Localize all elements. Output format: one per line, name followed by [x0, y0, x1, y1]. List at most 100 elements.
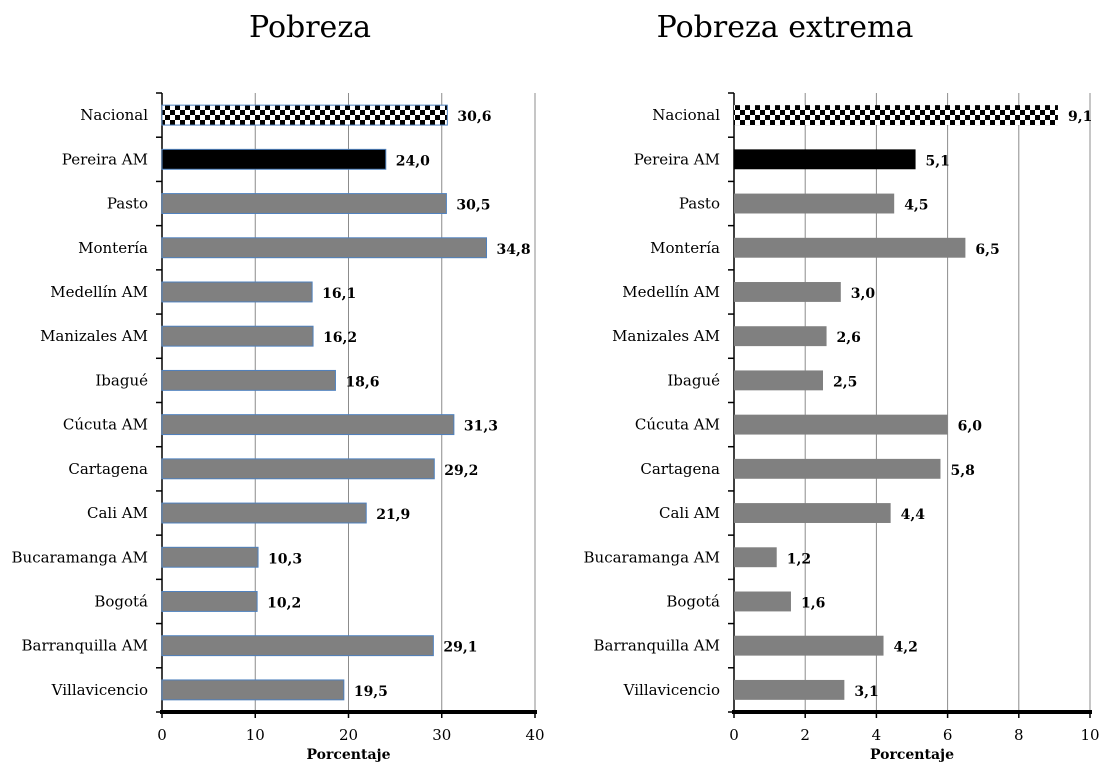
bar: [161, 414, 455, 436]
category-label: Pasto: [107, 195, 148, 213]
category-label: Manizales AM: [40, 327, 148, 345]
value-label: 1,6: [801, 595, 825, 611]
category-label: Bucaramanga AM: [12, 548, 148, 566]
bar: [734, 237, 966, 258]
value-label: 10,3: [268, 551, 302, 567]
category-label: Medellín AM: [50, 283, 148, 301]
category-label: Nacional: [80, 106, 148, 124]
bar: [161, 458, 435, 480]
bar: [161, 193, 447, 214]
x-tick-label: 4: [872, 726, 882, 744]
bar: [734, 414, 948, 435]
bar: [734, 591, 791, 612]
value-label: 4,4: [901, 507, 926, 523]
bar: [734, 149, 916, 170]
chart-pobreza-extrema: 0 2 4 6 8 10 Nacional 9,1 Pereira AM 5,1 Pasto 4,5 M…: [584, 92, 1100, 763]
value-label: 4,2: [894, 640, 918, 656]
category-label: Barranquilla AM: [594, 637, 720, 655]
category-label: Nacional: [652, 106, 720, 124]
category-label: Cartagena: [68, 460, 148, 478]
value-label: 6,0: [958, 419, 983, 435]
bar: [734, 458, 941, 479]
value-label: 16,2: [323, 330, 357, 346]
value-label: 3,0: [851, 286, 876, 302]
category-label: Manizales AM: [612, 327, 720, 345]
bar: [161, 148, 387, 170]
category-label: Ibagué: [667, 371, 720, 389]
x-tick-label: 2: [800, 726, 810, 744]
x-tick-label: 6: [943, 726, 953, 744]
bar: [161, 591, 258, 612]
value-label: 21,9: [376, 507, 410, 523]
value-label: 2,6: [837, 330, 861, 346]
bar: [161, 369, 336, 391]
value-label: 2,5: [833, 374, 857, 390]
category-label: Ibagué: [95, 371, 148, 389]
value-label: 10,2: [267, 595, 301, 611]
category-label: Villavicencio: [51, 681, 148, 699]
bar: [161, 281, 313, 303]
category-label: Cúcuta AM: [635, 416, 720, 434]
value-label: 9,1: [1068, 109, 1092, 125]
value-label: 16,1: [322, 286, 356, 302]
value-label: 5,1: [926, 153, 950, 169]
bar: [161, 325, 314, 347]
value-label: 19,5: [354, 684, 388, 700]
x-tick-label: 10: [1080, 726, 1099, 744]
value-label: 5,8: [950, 463, 974, 479]
category-label: Medellín AM: [622, 283, 720, 301]
value-label: 29,2: [444, 463, 478, 479]
value-label: 4,5: [904, 198, 928, 214]
value-label: 3,1: [854, 684, 878, 700]
category-label: Cartagena: [640, 460, 720, 478]
category-label: Bogotá: [94, 592, 148, 610]
bar: [161, 546, 259, 568]
value-label: 6,5: [975, 242, 999, 258]
category-label: Montería: [78, 239, 148, 257]
value-label: 30,5: [456, 198, 490, 214]
x-tick-label: 8: [1014, 726, 1024, 744]
x-tick-label: 0: [157, 726, 167, 744]
value-label: 24,0: [396, 153, 430, 169]
category-label: Cali AM: [659, 504, 720, 522]
bar: [734, 193, 895, 214]
value-label: 34,8: [497, 242, 531, 258]
bar: [161, 635, 434, 657]
chart-pobreza: 0 10 20 30 40 Nacional 30,6 Pereira AM 24,0 Pasto…: [12, 92, 545, 763]
bar: [734, 503, 891, 523]
category-label: Pereira AM: [634, 150, 720, 168]
value-label: 18,6: [345, 374, 379, 390]
bar: [161, 679, 345, 701]
value-label: 31,3: [464, 419, 498, 435]
value-label: 1,2: [787, 551, 811, 567]
bar: [161, 502, 367, 524]
category-label: Pasto: [679, 195, 720, 213]
value-label: 29,1: [443, 640, 477, 656]
bar: [734, 370, 823, 391]
x-tick-label: 30: [432, 726, 451, 744]
chart-title-pobreza-extrema: Pobreza extrema: [656, 10, 914, 45]
x-axis-title: Porcentaje: [307, 747, 391, 763]
category-label: Villavicencio: [623, 681, 720, 699]
x-tick-label: 40: [525, 726, 544, 744]
x-tick-label: 20: [339, 726, 358, 744]
category-label: Barranquilla AM: [22, 637, 148, 655]
x-tick-label: 0: [729, 726, 739, 744]
bar: [734, 635, 884, 656]
category-label: Montería: [650, 239, 720, 257]
bar: [734, 105, 1058, 126]
category-label: Bucaramanga AM: [584, 548, 720, 566]
bar: [734, 282, 841, 302]
bar: [734, 326, 827, 347]
category-label: Cali AM: [87, 504, 148, 522]
category-label: Pereira AM: [62, 150, 148, 168]
bar: [161, 237, 488, 259]
x-axis-title: Porcentaje: [870, 747, 954, 763]
category-label: Cúcuta AM: [63, 416, 148, 434]
bar: [161, 104, 448, 126]
value-label: 30,6: [457, 109, 491, 125]
x-tick-label: 10: [246, 726, 265, 744]
category-label: Bogotá: [666, 592, 720, 610]
chart-title-pobreza: Pobreza: [248, 10, 372, 45]
